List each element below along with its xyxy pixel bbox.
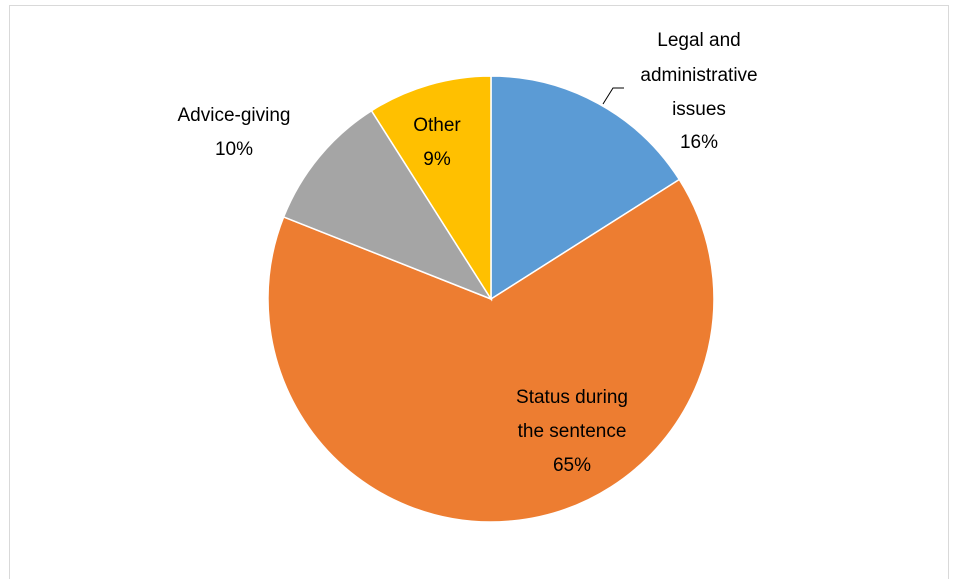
slice-label-legal-line-3: issues	[672, 99, 726, 120]
slice-legal	[490, 75, 681, 301]
slice-label-legal-line-2: administrative	[640, 65, 757, 86]
chart-frame: Legal and administrative issues 16% Stat…	[9, 5, 949, 579]
leader-line	[602, 87, 624, 105]
slice-label-status-line-2: the sentence	[518, 421, 627, 442]
slice-label-status-line-1: Status during	[516, 387, 628, 408]
pie-labels: Legal and administrative issues 16% Stat…	[178, 30, 758, 476]
slice-label-legal-line-1: Legal and	[657, 30, 740, 51]
slice-percent-advice: 10%	[215, 139, 253, 160]
slice-advice	[282, 109, 493, 301]
slice-percent-status: 65%	[553, 455, 591, 476]
slice-label-advice: Advice-giving	[178, 105, 291, 126]
slice-label-other: Other	[413, 115, 461, 136]
slice-status	[267, 178, 715, 523]
pie-chart: Legal and administrative issues 16% Stat…	[178, 30, 758, 523]
slice-percent-other: 9%	[423, 149, 451, 170]
slice-percent-legal: 16%	[680, 132, 718, 153]
slice-other	[370, 75, 492, 302]
pie-slices	[267, 75, 715, 523]
